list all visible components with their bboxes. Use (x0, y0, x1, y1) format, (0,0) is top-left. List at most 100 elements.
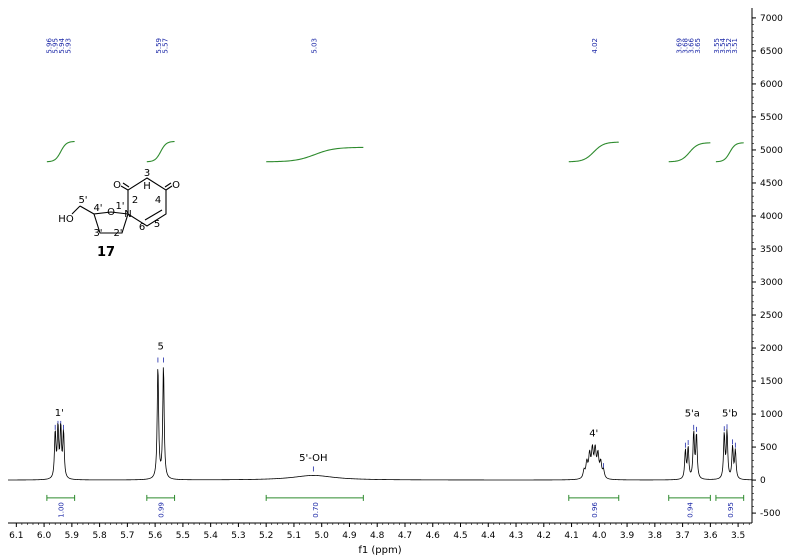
x-tick-label: 5.5 (176, 531, 190, 541)
mol-label-n1: N (124, 209, 131, 220)
mol-label-c3p: 3' (93, 228, 102, 239)
y-tick-label: 1500 (760, 377, 783, 387)
x-tick-label: 5.1 (287, 531, 301, 541)
y-tick-label: 6000 (760, 80, 783, 90)
y-axis-ticks: 7000650060005500500045004000350030002500… (752, 14, 783, 519)
c4-o-bond-2 (164, 182, 172, 188)
peak-annotation-group: 1' 5 5'-OH 4' 5'a 5'b (55, 341, 738, 464)
c4-o-bond (165, 185, 173, 191)
mol-label-c4p: 4' (93, 203, 102, 214)
peak-pick-label: 5.03 (310, 38, 318, 54)
peak-pick-label: 5.95 (52, 38, 60, 54)
integral-curve (668, 142, 711, 163)
integral-curve (146, 140, 175, 163)
peak-pick-label: 3.54 (719, 37, 727, 53)
mol-label-c2p: 2' (113, 228, 122, 239)
mol-label-n3-atom: H (143, 181, 151, 192)
y-tick-label: 6500 (760, 47, 783, 57)
x-tick-label: 4.7 (398, 531, 412, 541)
x-tick-label: 4.0 (592, 531, 607, 541)
c5p-o-bond (71, 205, 81, 215)
x-tick-label: 5.8 (92, 531, 107, 541)
y-tick-label: 2000 (760, 344, 783, 354)
integral-value: 1.00 (58, 502, 66, 518)
y-tick-label: 3500 (760, 245, 783, 255)
x-tick-label: 3.6 (703, 531, 718, 541)
peak-pick-label: 3.69 (675, 38, 683, 54)
peak-pick-label: 5.94 (58, 37, 66, 53)
plot-frame (8, 8, 753, 524)
mol-label-n3: 3 (144, 168, 150, 179)
peak-pick-label: 5.96 (45, 37, 53, 53)
x-tick-label: 3.7 (675, 531, 689, 541)
x-tick-label: 5.9 (65, 531, 80, 541)
x-tick-label: 4.9 (342, 531, 357, 541)
integral-value: 0.95 (727, 502, 735, 518)
mol-label-ring-o: O (107, 207, 115, 218)
x-tick-label: 4.1 (564, 531, 578, 541)
y-tick-label: 5000 (760, 146, 783, 156)
y-tick-label: -500 (760, 509, 781, 519)
integral-curve (46, 140, 75, 163)
y-tick-label: 500 (760, 443, 777, 453)
x-tick-label: 5.2 (259, 531, 273, 541)
peak-pick-label: 5.57 (161, 38, 169, 54)
peak-pick-label: 4.02 (591, 38, 599, 54)
peak-pick-label: 3.65 (694, 38, 702, 54)
peak-pick-label: 3.55 (713, 38, 721, 54)
molecule-structure (71, 177, 173, 234)
molecule-labels: 3 H O 2 4 O N 6 5 O 1' 2' 3' 4' 5' HO 17 (58, 168, 180, 260)
x-tick-label: 3.8 (648, 531, 663, 541)
x-tick-label: 4.4 (481, 531, 496, 541)
x-tick-label: 4.5 (453, 531, 467, 541)
mol-label-c5: 5 (154, 219, 160, 230)
peak-annotation: 5'b (722, 409, 737, 420)
integral-value: 0.99 (158, 502, 166, 518)
peak-pick-label: 3.52 (725, 38, 733, 54)
c4p-c5p-bond (79, 205, 95, 215)
mol-label-c4: 4 (155, 195, 161, 206)
mol-label-c1p: 1' (115, 201, 124, 212)
integral-value: 0.96 (591, 502, 599, 518)
peak-pick-label: 5.59 (155, 38, 163, 54)
y-tick-label: 7000 (760, 14, 783, 24)
integral-curve (568, 141, 619, 163)
x-tick-label: 4.8 (370, 531, 385, 541)
y-tick-label: 3000 (760, 278, 783, 288)
x-axis-ticks: 6.1 6.0 5.9 5.8 5.7 5.6 5.5 5.4 5.3 5.2 5.1 5.0 4.9 4… (9, 523, 750, 541)
x-tick-label: 6.1 (9, 531, 23, 541)
y-tick-label: 5500 (760, 113, 783, 123)
peak-annotation: 5'a (685, 409, 700, 420)
peak-pick-label: 3.68 (682, 38, 690, 54)
x-tick-label: 3.5 (731, 531, 745, 541)
x-tick-label: 5.0 (315, 531, 330, 541)
x-tick-label: 5.4 (203, 531, 218, 541)
peak-annotation: 5 (157, 341, 163, 352)
peak-annotation: 5'-OH (299, 453, 327, 464)
x-tick-label: 4.3 (509, 531, 523, 541)
c2-o-bond-2 (122, 182, 130, 188)
peak-pick-label: 3.51 (731, 38, 739, 54)
integral-value: 0.94 (687, 502, 695, 518)
integral-curve (715, 142, 744, 163)
y-tick-label: 4000 (760, 212, 783, 222)
integral-curve (266, 146, 364, 163)
peak-pick-group: 5.965.955.945.93 5.595.57 5.03 4.02 3.693.68… (45, 37, 739, 472)
compound-number: 17 (97, 245, 115, 260)
furanose-ring (93, 211, 129, 234)
y-tick-label: 1000 (760, 410, 783, 420)
c2-o-bond (120, 185, 129, 191)
integral-group: 1.00 0.99 0.70 0.96 0.94 0.95 (46, 140, 745, 518)
mol-label-o4: O (172, 180, 180, 191)
mol-label-ho: HO (58, 214, 74, 225)
y-tick-label: 4500 (760, 179, 783, 189)
x-tick-label: 5.3 (231, 531, 245, 541)
y-tick-label: 0 (760, 476, 766, 486)
x-tick-label: 5.7 (120, 531, 134, 541)
x-tick-label: 3.9 (620, 531, 635, 541)
mol-label-c6: 6 (139, 222, 145, 233)
spectrum-trace (8, 367, 753, 481)
c5-c6-double-bond (144, 209, 163, 221)
peak-annotation: 4' (589, 429, 598, 440)
